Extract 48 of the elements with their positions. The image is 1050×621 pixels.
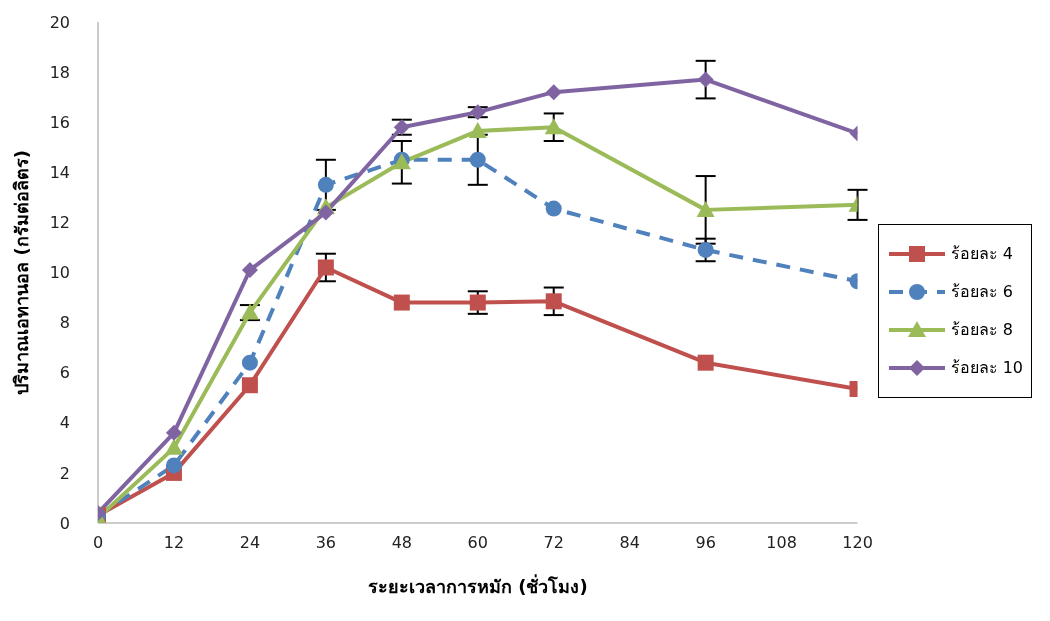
point <box>317 176 334 193</box>
y-tick-label: 0 <box>59 513 70 533</box>
y-tick-label: 12 <box>49 213 70 233</box>
point <box>393 294 410 311</box>
point <box>241 261 258 278</box>
point <box>165 457 182 474</box>
y-tick-label: 14 <box>49 162 70 182</box>
legend-label: ร้อยละ 6 <box>950 281 1013 303</box>
point <box>697 241 714 258</box>
x-tick-label: 12 <box>163 533 185 553</box>
x-tick-label: 84 <box>619 533 640 553</box>
x-tick-label: 96 <box>695 533 716 553</box>
x-tick-label: 72 <box>543 533 564 553</box>
point <box>241 377 258 394</box>
point <box>317 204 334 221</box>
y-axis-title: ปริมาณเอทานอล (กรัมต่อลิตร) <box>11 150 33 395</box>
x-tick-label: 120 <box>842 533 873 553</box>
point <box>241 354 258 371</box>
y-tick-label: 10 <box>49 263 70 283</box>
y-tick-label: 2 <box>59 463 70 483</box>
y-tick-label: 18 <box>49 62 70 82</box>
point <box>165 424 182 441</box>
y-tick-label: 8 <box>59 313 70 333</box>
x-tick-label: 36 <box>315 533 337 553</box>
y-tick-label: 4 <box>59 413 70 433</box>
x-axis-title: ระยะเวลาการหมัก (ชั่วโมง) <box>367 574 588 597</box>
point <box>697 354 714 371</box>
y-tick-label: 16 <box>49 112 70 132</box>
x-tick-label: 24 <box>239 533 261 553</box>
y-tick-label: 6 <box>59 363 70 383</box>
point <box>545 293 562 310</box>
point <box>164 438 183 455</box>
x-tick-label: 0 <box>92 533 104 553</box>
point <box>697 71 714 88</box>
x-tick-label: 108 <box>766 533 797 553</box>
y-tick-label: 20 <box>49 12 70 32</box>
point <box>468 121 487 138</box>
x-tick-label: 60 <box>467 533 488 553</box>
point <box>696 200 715 217</box>
point <box>317 259 334 276</box>
legend-label: ร้อยละ 10 <box>950 357 1023 379</box>
point <box>544 118 563 135</box>
point <box>469 151 486 168</box>
point <box>545 84 562 101</box>
legend-label: ร้อยละ 8 <box>950 319 1013 341</box>
legend-label: ร้อยละ 4 <box>950 243 1013 265</box>
x-tick-label: 48 <box>391 533 412 553</box>
point <box>545 200 562 217</box>
